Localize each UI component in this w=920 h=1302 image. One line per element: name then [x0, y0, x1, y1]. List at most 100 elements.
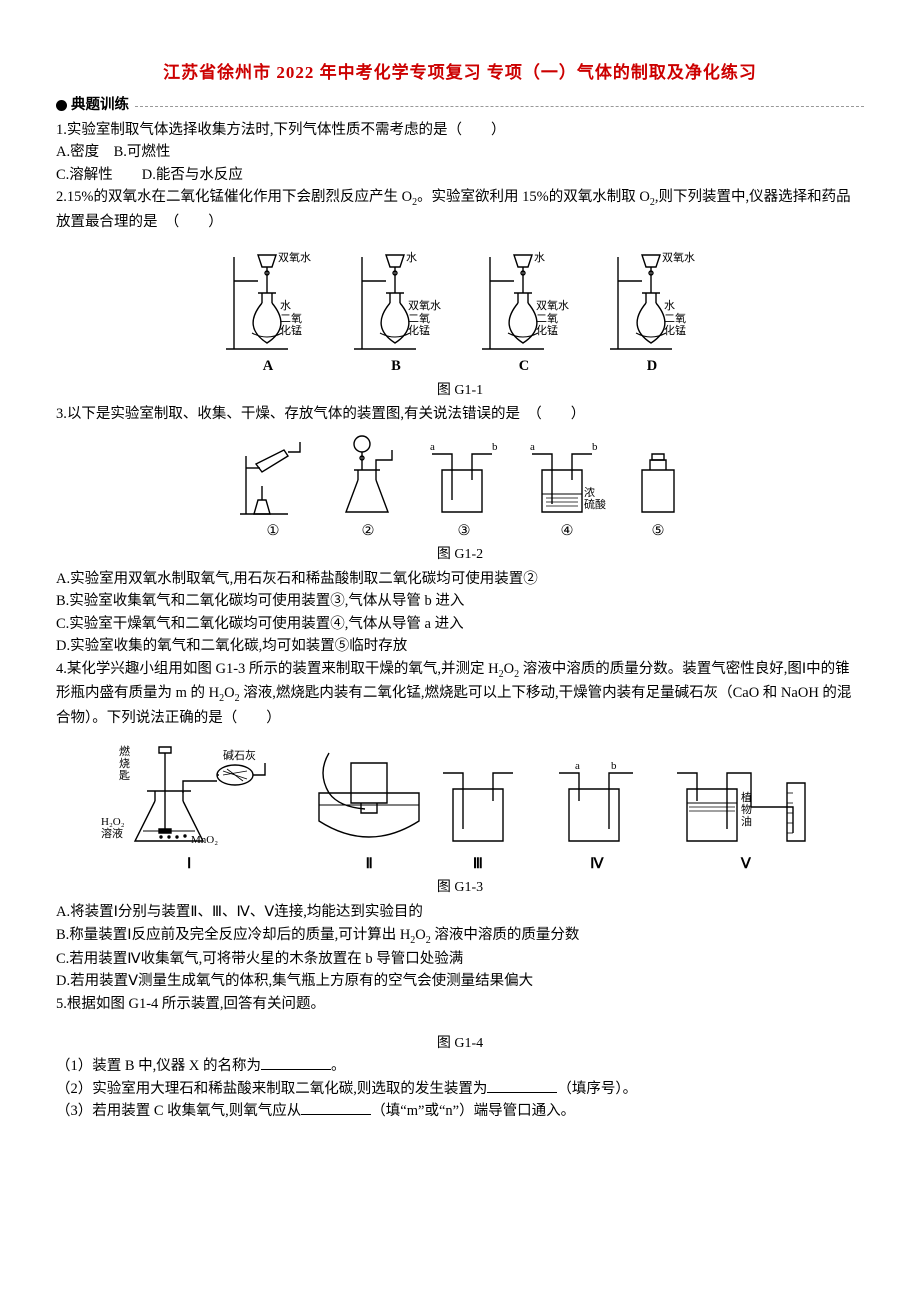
q1-opts-2: C.溶解性 D.能否与水反应	[56, 164, 864, 186]
fig1-c-top: 水	[534, 251, 545, 264]
fig2-3-b: b	[492, 441, 498, 453]
q1-stem: 1.实验室制取气体选择收集方法时,下列气体性质不需考虑的是（ ）	[56, 119, 864, 141]
fig3-roman1: Ⅰ	[99, 853, 279, 875]
q5-p3: （3）若用装置 C 收集氧气,则氧气应从 （填“m”或“n”）端导管口通入。	[56, 1100, 864, 1122]
blank-1[interactable]	[261, 1055, 331, 1070]
fig2-4-label1: 浓	[584, 486, 595, 499]
fig3-4-b: b	[611, 760, 617, 772]
fig1-letter-c: C	[474, 355, 574, 377]
fig1-letter-b: B	[346, 355, 446, 377]
fig1-b-s1: 双氧水	[408, 298, 441, 312]
q4b-b: O	[415, 927, 425, 943]
q3-optc: C.实验室干燥氧气和二氧化碳均可使用装置④,气体从导管 a 进入	[56, 613, 864, 635]
fig2-num4: ④	[524, 520, 610, 542]
q5-p2a: （2）实验室用大理石和稀盐酸来制取二氧化碳,则选取的发生装置为	[56, 1081, 487, 1097]
fig2-4-b: b	[592, 441, 598, 453]
fig1-d-s2: 二氧	[664, 311, 686, 325]
section-label: 典题训练	[71, 94, 129, 116]
q5-p2b: （填序号）。	[557, 1081, 637, 1097]
fig1-letter-a: A	[218, 355, 318, 377]
fig3-h2o2-1: H₂O₂	[101, 816, 125, 828]
q4-d: O	[224, 685, 234, 701]
q3-optb: B.实验室收集氧气和二氧化碳均可使用装置③,气体从导管 b 进入	[56, 590, 864, 612]
fig2-1: ①	[234, 430, 312, 542]
fig3-V: 植 物 油 Ⅴ	[671, 753, 821, 875]
blank-2[interactable]	[487, 1078, 557, 1093]
fig3-alkali: 碱石灰	[223, 748, 256, 762]
q4-b: O	[504, 661, 514, 677]
fig1-item-b: 水 双氧水 二氧 化锰 B	[346, 237, 446, 377]
q2-stem-b: 。实验室欲利用 15%的双氧水制取 O	[417, 189, 650, 205]
bullet-icon	[56, 100, 67, 111]
fig1-d-s1: 水	[664, 299, 675, 312]
q3-opta: A.实验室用双氧水制取氧气,用石灰石和稀盐酸制取二氧化碳均可使用装置②	[56, 568, 864, 590]
fig1-c-s3: 化锰	[536, 323, 558, 337]
fig1-item-c: 水 双氧水 二氧 化锰 C	[474, 237, 574, 377]
q2-stem: 2.15%的双氧水在二氧化锰催化作用下会剧烈反应产生 O2。实验室欲利用 15%…	[56, 186, 864, 233]
q4-stem: 4.某化学兴趣小组用如图 G1-3 所示的装置来制取干燥的氧气,并测定 H2O2…	[56, 658, 864, 729]
fig2-3: a b ③	[424, 430, 504, 542]
fig3-mno2: MnO₂	[191, 834, 218, 846]
fig1-a-s2: 二氧	[280, 311, 302, 325]
q5-stem: 5.根据如图 G1-4 所示装置,回答有关问题。	[56, 993, 864, 1015]
fig1-a-top: 双氧水	[278, 250, 311, 264]
q5-p1a: （1）装置 B 中,仪器 X 的名称为	[56, 1058, 261, 1074]
fig2-5: ⑤	[630, 430, 686, 542]
q3-optd: D.实验室收集的氧气和二氧化碳,均可如装置⑤临时存放	[56, 635, 864, 657]
fig1-b-top: 水	[406, 251, 417, 264]
q4-opta: A.将装置Ⅰ分别与装置Ⅱ、Ⅲ、Ⅳ、Ⅴ连接,均能达到实验目的	[56, 901, 864, 923]
dash-line	[135, 106, 864, 107]
fig3-roman2: Ⅱ	[309, 853, 429, 875]
fig3-I: 燃 烧 匙 碱石灰 H₂O₂ 溶液 MnO₂ Ⅰ	[99, 733, 279, 875]
fig2-num2: ②	[332, 520, 404, 542]
q5-p3b: （填“m”或“n”）端导管口通入。	[371, 1103, 575, 1119]
figure-g1-2: ① ②	[56, 430, 864, 566]
fig3-oil3: 油	[741, 814, 752, 828]
fig3-caption: 图 G1-3	[56, 877, 864, 899]
q4b-c: 溶液中溶质的质量分数	[431, 927, 580, 943]
fig1-b-s3: 化锰	[408, 323, 430, 337]
fig3-burn-l2: 烧	[119, 757, 130, 770]
fig1-c-s1: 双氧水	[536, 298, 569, 312]
fig1-a-s1: 水	[280, 299, 291, 312]
fig3-roman3: Ⅲ	[433, 853, 523, 875]
fig1-a-s3: 化锰	[280, 323, 302, 337]
fig2-2: ②	[332, 430, 404, 542]
fig1-c-s2: 二氧	[536, 311, 558, 325]
fig3-oil1: 植	[741, 790, 752, 804]
fig3-h2o2-2: 溶液	[101, 826, 123, 840]
fig2-num5: ⑤	[630, 520, 686, 542]
fig3-roman5: Ⅴ	[671, 853, 821, 875]
fig3-oil2: 物	[741, 802, 752, 816]
fig1-letter-d: D	[602, 355, 702, 377]
q1-opts-1: A.密度 B.可燃性	[56, 141, 864, 163]
fig2-num3: ③	[424, 520, 504, 542]
figure-g1-1: 双氧水 水 二氧 化锰 A 水	[56, 237, 864, 401]
fig3-burn-l3: 匙	[119, 769, 130, 782]
q5-p3a: （3）若用装置 C 收集氧气,则氧气应从	[56, 1103, 301, 1119]
section-header: 典题训练	[56, 94, 864, 116]
fig3-4-a: a	[575, 760, 580, 772]
fig1-b-s2: 二氧	[408, 311, 430, 325]
q5-p1b: 。	[331, 1058, 346, 1074]
q3-stem: 3.以下是实验室制取、收集、干燥、存放气体的装置图,有关说法错误的是 （ ）	[56, 403, 864, 425]
q5-p2: （2）实验室用大理石和稀盐酸来制取二氧化碳,则选取的发生装置为 （填序号）。	[56, 1078, 864, 1100]
q2-stem-a: 2.15%的双氧水在二氧化锰催化作用下会剧烈反应产生 O	[56, 189, 412, 205]
figure-g1-3: 燃 烧 匙 碱石灰 H₂O₂ 溶液 MnO₂ Ⅰ	[56, 733, 864, 899]
fig3-burn-l1: 燃	[119, 744, 130, 758]
fig2-3-a: a	[430, 441, 435, 453]
fig3-IV: a b Ⅳ	[549, 753, 645, 875]
fig2-num1: ①	[234, 520, 312, 542]
fig2-4-a: a	[530, 441, 535, 453]
fig1-d-top: 双氧水	[662, 250, 695, 264]
page-title: 江苏省徐州市 2022 年中考化学专项复习 专项（一）气体的制取及净化练习	[56, 60, 864, 86]
fig1-caption: 图 G1-1	[56, 380, 864, 402]
q5-p1: （1）装置 B 中,仪器 X 的名称为 。	[56, 1055, 864, 1077]
fig3-roman4: Ⅳ	[549, 853, 645, 875]
fig2-4: a b 浓 硫酸 ④	[524, 430, 610, 542]
blank-3[interactable]	[301, 1100, 371, 1115]
q4b-a: B.称量装置Ⅰ反应前及完全反应冷却后的质量,可计算出 H	[56, 927, 410, 943]
fig1-d-s3: 化锰	[664, 323, 686, 337]
fig2-4-label2: 硫酸	[584, 497, 606, 511]
fig3-II: Ⅱ	[309, 733, 429, 875]
